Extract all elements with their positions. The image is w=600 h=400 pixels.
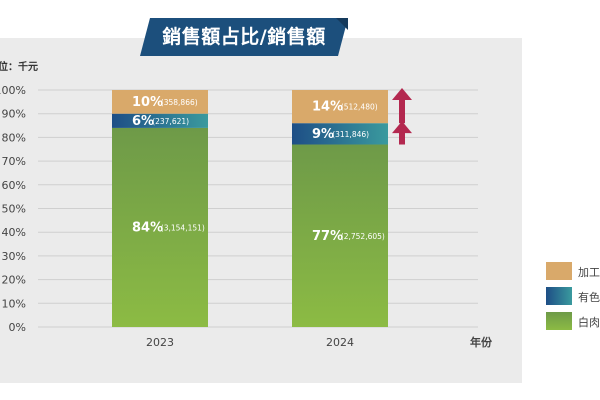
increase-arrow-icon xyxy=(392,88,412,124)
legend-item-processed: 加工 xyxy=(546,262,600,280)
y-tick-label: 40% xyxy=(2,226,26,239)
increase-arrow-icon xyxy=(392,121,412,145)
bar-segment-white-2023 xyxy=(112,127,208,327)
legend-swatch xyxy=(546,312,572,330)
bar-segment-processed-2024 xyxy=(292,90,388,124)
amount-label: (311,846) xyxy=(332,130,369,139)
amount-label: (3,154,151) xyxy=(161,223,205,232)
title-banner xyxy=(140,18,348,56)
percent-label: 6% xyxy=(132,114,154,129)
y-tick-label: 30% xyxy=(2,250,26,263)
legend-swatch xyxy=(546,262,572,280)
amount-label: (237,621) xyxy=(152,117,189,126)
y-tick-label: 90% xyxy=(2,108,26,121)
chart-panel xyxy=(0,38,522,383)
bar-segment-nonferrous-2024 xyxy=(292,123,388,145)
y-tick-label: 80% xyxy=(2,131,26,144)
percent-label: 84% xyxy=(132,220,163,235)
legend-item-nonferrous: 有色 xyxy=(546,287,600,305)
legend-swatch xyxy=(546,287,572,305)
legend-label: 白肉 xyxy=(578,316,600,329)
x-tick-label: 2024 xyxy=(326,336,354,349)
bar-segment-nonferrous-2023 xyxy=(112,113,208,128)
legend-label: 加工 xyxy=(578,266,600,279)
percent-label: 9% xyxy=(312,127,334,142)
y-tick-label: 50% xyxy=(2,203,26,216)
amount-label: (358,866) xyxy=(161,98,198,107)
x-axis-title: 年份 xyxy=(470,335,493,349)
percent-label: 77% xyxy=(312,229,343,244)
y-tick-label: 20% xyxy=(2,274,26,287)
y-tick-label: 60% xyxy=(2,179,26,192)
bar-segment-white-2024 xyxy=(292,144,388,327)
bar-segment-processed-2023 xyxy=(112,90,208,114)
y-tick-label: 10% xyxy=(2,297,26,310)
y-tick-label: 100% xyxy=(0,84,26,97)
legend-label: 有色 xyxy=(578,291,600,304)
amount-label: (2,752,605) xyxy=(341,232,385,241)
x-tick-label: 2023 xyxy=(146,336,174,349)
y-tick-label: 0% xyxy=(9,321,26,334)
percent-label: 14% xyxy=(312,100,343,115)
y-tick-label: 70% xyxy=(2,155,26,168)
amount-label: (512,480) xyxy=(341,103,378,112)
legend-item-white: 白肉 xyxy=(546,312,600,330)
unit-label: 位：千元 xyxy=(0,60,38,73)
chart-title: 銷售額占比/銷售額 xyxy=(162,26,326,48)
percent-label: 10% xyxy=(132,95,163,110)
